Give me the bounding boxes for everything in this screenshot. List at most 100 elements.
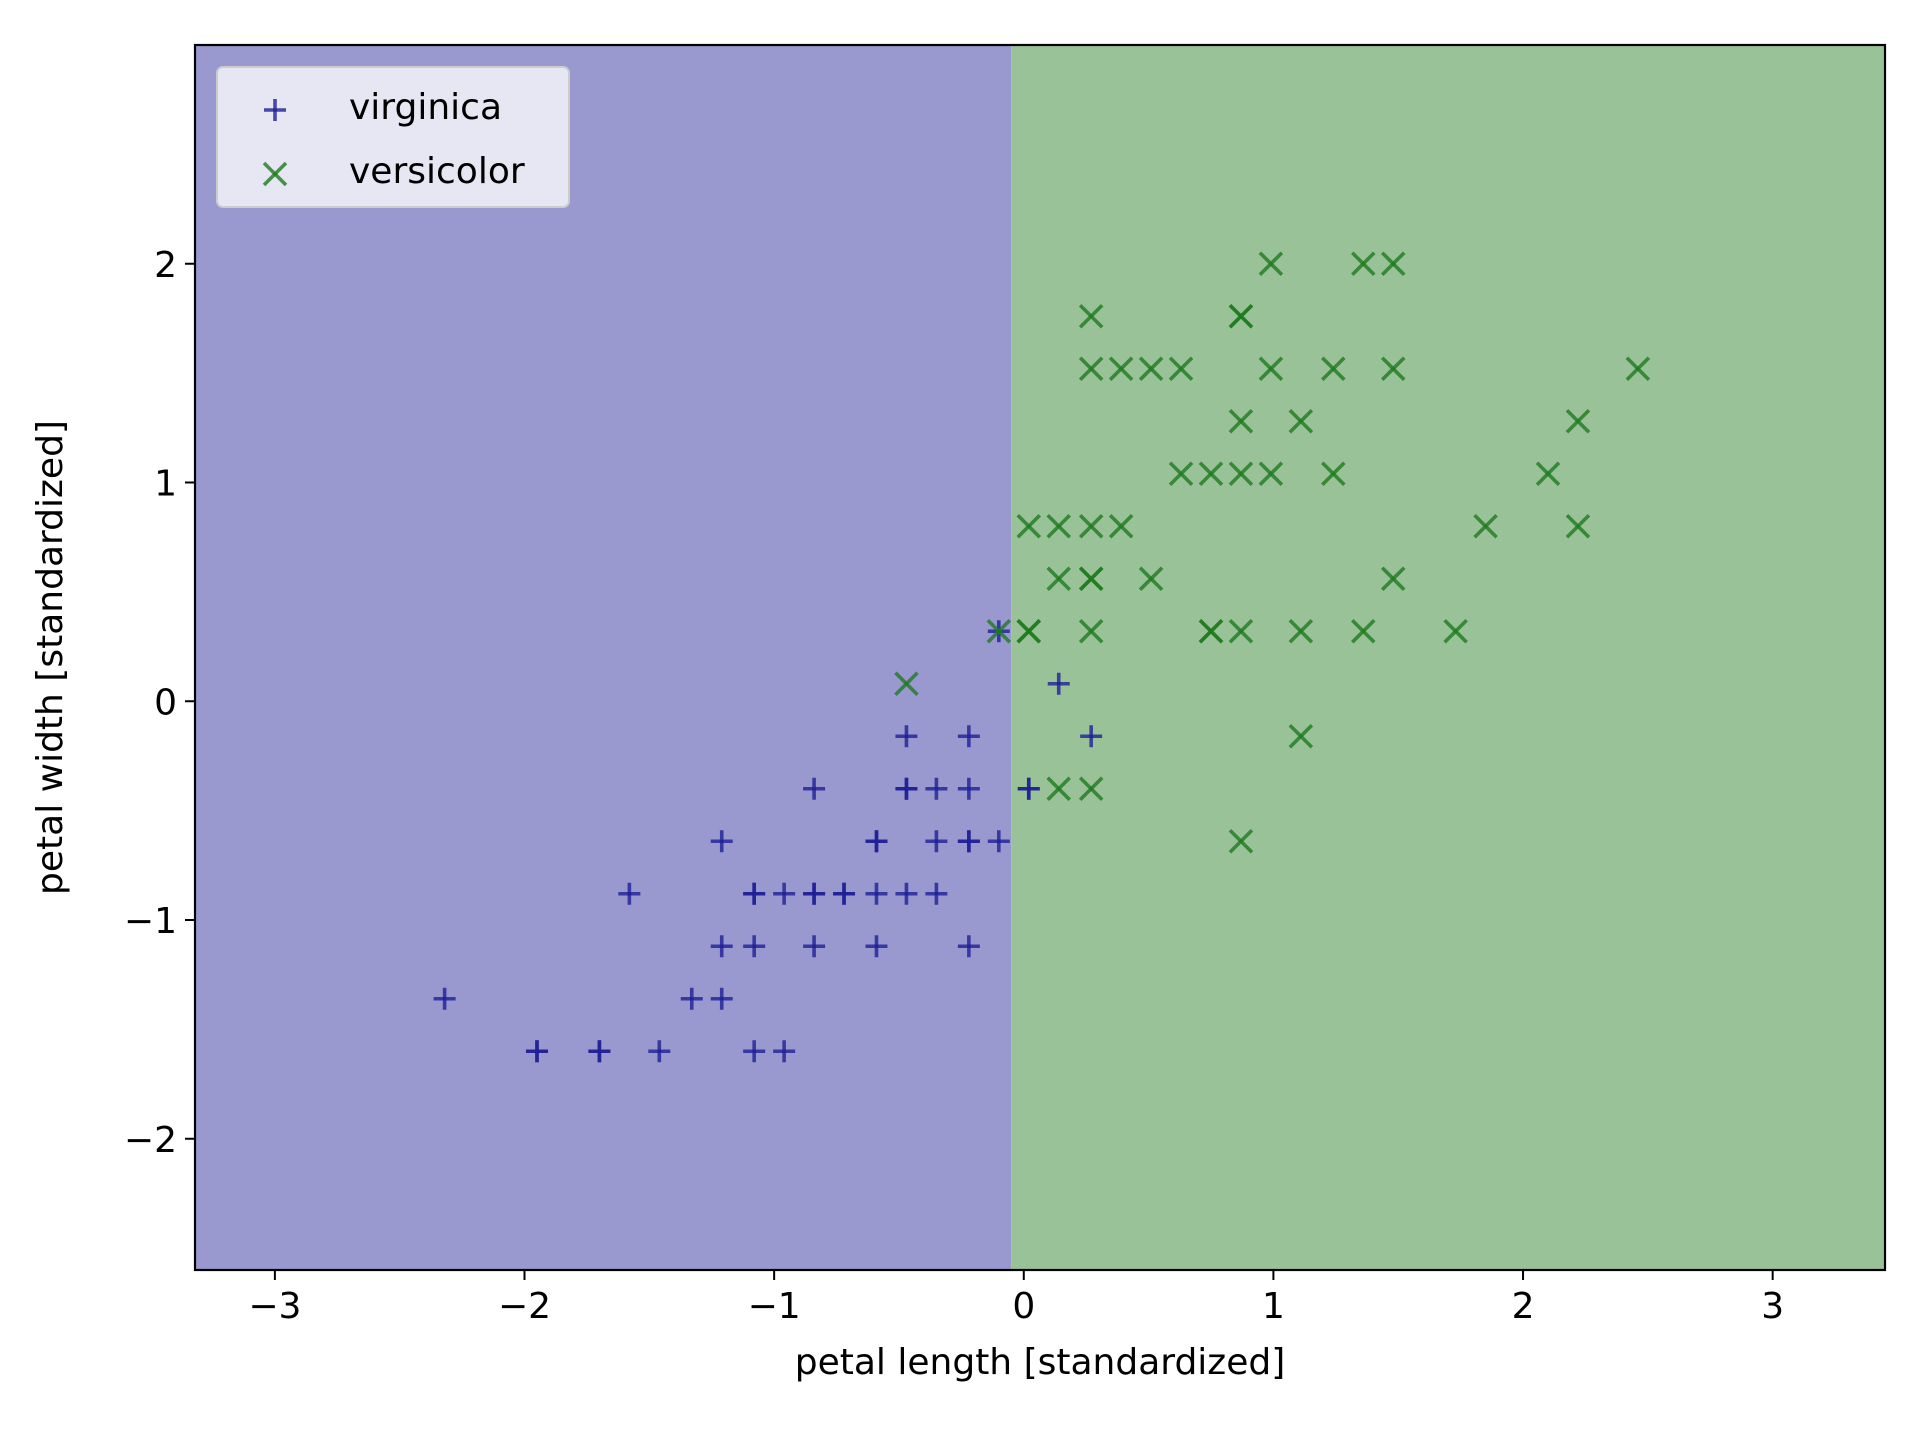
versicolor-point <box>1198 618 1224 644</box>
versicolor-point <box>1258 251 1284 277</box>
virginica-point <box>525 1040 548 1063</box>
versicolor-point <box>1228 408 1254 434</box>
virginica-point <box>648 1040 671 1063</box>
versicolor-point <box>1565 408 1591 434</box>
versicolor-point <box>894 671 919 697</box>
x-tick-label: 2 <box>1512 1286 1535 1327</box>
versicolor-point <box>1228 828 1254 854</box>
x-tick-label: 3 <box>1761 1286 1784 1327</box>
versicolor-point <box>1350 251 1376 277</box>
y-axis-label: petal width [standardized] <box>30 420 71 895</box>
versicolor-point <box>1016 618 1042 644</box>
y-tick-label: −2 <box>124 1120 177 1161</box>
versicolor-point <box>986 618 1012 644</box>
virginica-point <box>957 725 980 748</box>
virginica-point <box>833 882 856 905</box>
versicolor-point <box>1108 356 1134 382</box>
virginica-point <box>680 987 703 1010</box>
versicolor-point <box>1168 356 1194 382</box>
virginica-point <box>957 935 980 958</box>
versicolor-point <box>1198 461 1224 487</box>
versicolor-point <box>1168 461 1194 487</box>
virginica-point <box>925 830 948 853</box>
virginica-point <box>987 830 1010 853</box>
virginica-point <box>618 882 641 905</box>
versicolor-point <box>1138 356 1164 382</box>
y-axis-ticks: −2 −1 0 1 2 <box>124 245 195 1161</box>
x-tick-label: −3 <box>248 1286 301 1327</box>
virginica-point <box>743 882 766 905</box>
versicolor-point <box>1380 356 1406 382</box>
versicolor-point <box>1046 566 1071 592</box>
virginica-point <box>588 1040 611 1063</box>
legend-versicolor-marker <box>262 161 288 187</box>
versicolor-point <box>1288 618 1314 644</box>
legend: virginica versicolor <box>216 66 570 208</box>
versicolor-point <box>1473 513 1498 539</box>
versicolor-point <box>1535 461 1561 487</box>
virginica-point <box>895 882 918 905</box>
virginica-point <box>925 777 948 800</box>
versicolor-point <box>1258 356 1284 382</box>
versicolor-point <box>1078 303 1104 329</box>
versicolor-point <box>1228 461 1254 487</box>
versicolor-point <box>1046 513 1071 539</box>
virginica-point <box>743 935 766 958</box>
x-axis-label: petal length [standardized] <box>795 1342 1285 1383</box>
virginica-point <box>957 777 980 800</box>
data-points <box>433 251 1651 1063</box>
virginica-point <box>773 882 796 905</box>
versicolor-point <box>1443 618 1468 644</box>
versicolor-point <box>1078 776 1104 802</box>
virginica-point <box>743 1040 766 1063</box>
virginica-point <box>895 725 918 748</box>
virginica-point <box>895 777 918 800</box>
x-tick-label: −2 <box>498 1286 551 1327</box>
x-tick-label: 0 <box>1012 1286 1035 1327</box>
virginica-point <box>433 987 456 1010</box>
legend-virginica-label: virginica <box>349 87 502 128</box>
y-tick-label: 0 <box>154 682 177 723</box>
y-tick-label: −1 <box>124 901 177 942</box>
versicolor-point <box>1108 513 1134 539</box>
versicolor-point <box>1046 776 1071 802</box>
region-versicolor <box>1011 45 1885 1270</box>
x-axis-ticks: −3 −2 −1 0 1 2 3 <box>248 1270 1784 1327</box>
versicolor-point <box>1288 723 1314 749</box>
versicolor-point <box>1228 303 1254 329</box>
versicolor-point <box>1321 356 1346 382</box>
versicolor-point <box>1078 618 1104 644</box>
virginica-point <box>773 1040 796 1063</box>
virginica-point <box>957 830 980 853</box>
x-tick-label: −1 <box>748 1286 801 1327</box>
legend-versicolor-label: versicolor <box>349 151 525 192</box>
virginica-point <box>1017 777 1040 800</box>
versicolor-point <box>1016 513 1042 539</box>
versicolor-point <box>1078 356 1104 382</box>
y-tick-label: 1 <box>154 464 177 505</box>
decision-regions <box>195 45 1885 1270</box>
virginica-point <box>1080 725 1103 748</box>
legend-box <box>216 66 570 208</box>
versicolor-point <box>1565 513 1591 539</box>
versicolor-point <box>1625 356 1651 382</box>
virginica-point <box>803 882 826 905</box>
versicolor-point <box>1288 408 1314 434</box>
y-tick-label: 2 <box>154 245 177 286</box>
versicolor-point <box>1228 618 1254 644</box>
versicolor-point <box>1078 566 1104 592</box>
versicolor-point <box>1078 513 1104 539</box>
versicolor-point <box>1380 251 1406 277</box>
virginica-point <box>865 935 888 958</box>
x-tick-label: 1 <box>1262 1286 1285 1327</box>
virginica-point <box>803 777 826 800</box>
virginica-point <box>925 882 948 905</box>
legend-virginica-marker <box>264 99 286 121</box>
virginica-point <box>710 830 733 853</box>
region-virginica <box>195 45 1012 1270</box>
virginica-point <box>865 882 888 905</box>
virginica-point <box>803 935 826 958</box>
versicolor-point <box>1138 566 1164 592</box>
